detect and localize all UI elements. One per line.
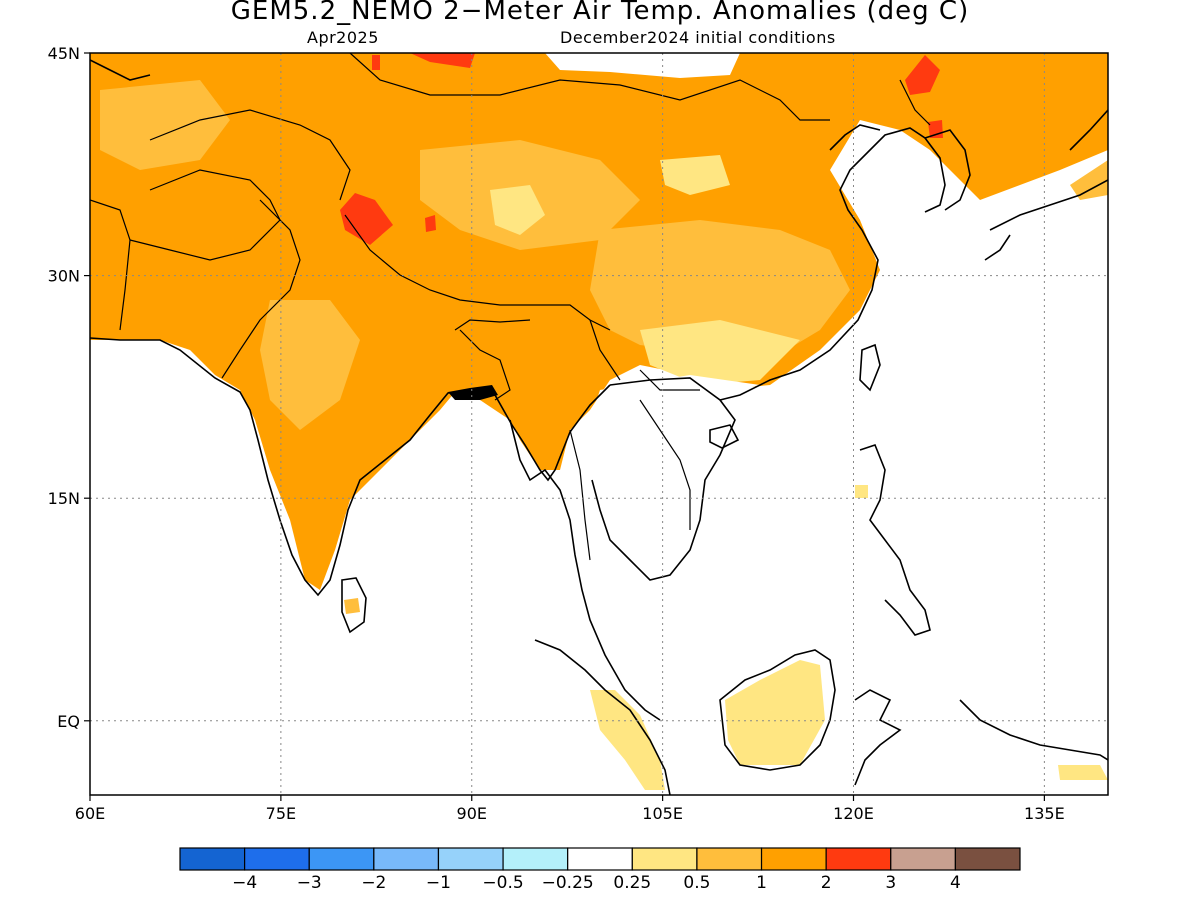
lat-tick-label: 45N <box>48 44 80 63</box>
anomaly-region-japan <box>1070 160 1108 200</box>
coast-japan <box>984 109 1108 261</box>
coast-sulawesi <box>854 689 902 786</box>
border-iran <box>90 199 131 331</box>
forecast-month: Apr2025 <box>307 28 379 47</box>
coast-indochina <box>591 377 736 581</box>
colorbar-label: −0.25 <box>542 873 594 893</box>
colorbar-swatch <box>308 847 375 871</box>
colorbar-label: 2 <box>821 873 832 893</box>
coast-korea <box>924 129 971 211</box>
anomaly-hotspot-tibet-small <box>425 215 436 232</box>
colorbar-label: −3 <box>297 873 322 893</box>
anomaly-region-caspian-light <box>100 80 230 170</box>
lat-tick-label: EQ <box>57 712 80 731</box>
border-himalaya <box>344 214 611 331</box>
anomaly-hotspot-west-tibet <box>340 193 393 245</box>
border-mongolia <box>349 53 830 121</box>
anomaly-region-png <box>1058 765 1108 780</box>
colorbar-swatch <box>502 847 569 871</box>
lon-tick-label: 75E <box>266 804 296 823</box>
colorbar-swatch <box>825 847 892 871</box>
border-central-asia <box>149 109 351 201</box>
anomaly-region-sumatra <box>590 690 665 790</box>
colorbar-label: 4 <box>950 873 961 893</box>
lat-tick-label: 30N <box>48 267 80 286</box>
border-china-south <box>589 319 700 391</box>
coast-arabian-india <box>90 337 611 597</box>
border-pakistan-india <box>221 199 301 379</box>
anomaly-region-tibet-pale <box>490 185 545 235</box>
colorbar-swatch <box>760 847 827 871</box>
anomaly-region-sri-lanka <box>344 598 360 614</box>
anomaly-hotspot-northeast <box>905 55 940 95</box>
border-nepal-bhutan <box>454 319 531 331</box>
anomaly-region-west <box>90 53 1108 590</box>
anomaly-hotspot-north <box>410 53 475 68</box>
anomaly-region-south-china-coast <box>640 320 800 385</box>
anomaly-region-borneo <box>725 660 825 765</box>
border-burma-thai <box>569 429 591 561</box>
anomaly-field <box>90 53 1108 790</box>
figure-title: GEM5.2_NEMO 2−Meter Air Temp. Anomalies … <box>230 0 970 26</box>
colorbar <box>179 847 1021 871</box>
country-borders <box>90 53 931 561</box>
colorbar-label: −2 <box>361 873 386 893</box>
anomaly-region-luzon <box>855 485 868 498</box>
lon-tick-label: 90E <box>457 804 487 823</box>
coast-bohai <box>829 124 881 151</box>
anomaly-neutral-north <box>545 53 740 78</box>
anomaly-region-gobi-pale <box>660 155 730 195</box>
lon-tick-label: 60E <box>75 804 105 823</box>
colorbar-swatch <box>179 847 246 871</box>
map-grid <box>90 53 1108 795</box>
anomaly-region-india-light <box>260 300 360 430</box>
border-korea-china <box>899 79 931 126</box>
coastlines <box>90 59 1108 795</box>
colorbar-label: 1 <box>756 873 767 893</box>
lon-tick-label: 105E <box>642 804 683 823</box>
colorbar-label: 0.5 <box>683 873 710 893</box>
colorbar-label: 0.25 <box>613 873 651 893</box>
colorbar-labels: −4 −3 −2 −1 −0.5 −0.25 0.25 0.5 1 2 3 4 <box>232 873 961 893</box>
map-frame <box>89 52 1109 796</box>
coast-philippines <box>859 444 931 636</box>
colorbar-swatch <box>954 847 1021 871</box>
lon-tick-label: 135E <box>1024 804 1065 823</box>
colorbar-swatch <box>373 847 440 871</box>
colorbar-swatch <box>890 847 956 871</box>
border-bangladesh <box>459 329 511 401</box>
colorbar-swatch <box>631 847 698 871</box>
colorbar-swatch <box>244 847 310 871</box>
anomaly-region-se-asia-neutral <box>590 375 760 570</box>
lon-tick-label: 120E <box>833 804 874 823</box>
coast-bay-bengal-burma <box>509 419 661 721</box>
coast-sri-lanka <box>341 577 367 634</box>
colorbar-label: −0.5 <box>482 873 523 893</box>
coast-hainan <box>709 424 740 449</box>
colorbar-label: −1 <box>426 873 451 893</box>
ganges-delta <box>448 385 498 400</box>
border-afghanistan <box>129 169 281 261</box>
coast-caspian-north <box>90 59 151 81</box>
coast-borneo <box>719 649 836 771</box>
lat-tick-label: 15N <box>48 489 80 508</box>
colorbar-swatch <box>696 847 763 871</box>
colorbar-label: −4 <box>232 873 257 893</box>
coast-south-china <box>719 127 946 401</box>
colorbar-swatch <box>567 847 633 871</box>
axis-ticks <box>84 52 1045 801</box>
border-laos-vietnam <box>639 399 691 530</box>
axis-labels: 60E 75E 90E 105E 120E 135E 45N 30N 15N EQ <box>48 44 1065 823</box>
colorbar-swatch <box>437 847 504 871</box>
coast-taiwan <box>859 343 881 392</box>
initial-conditions: December2024 initial conditions <box>560 28 836 47</box>
colorbar-label: 3 <box>885 873 896 893</box>
coast-new-guinea <box>959 699 1108 761</box>
coast-sumatra <box>534 639 671 795</box>
anomaly-hotspot-north-small <box>372 55 380 70</box>
